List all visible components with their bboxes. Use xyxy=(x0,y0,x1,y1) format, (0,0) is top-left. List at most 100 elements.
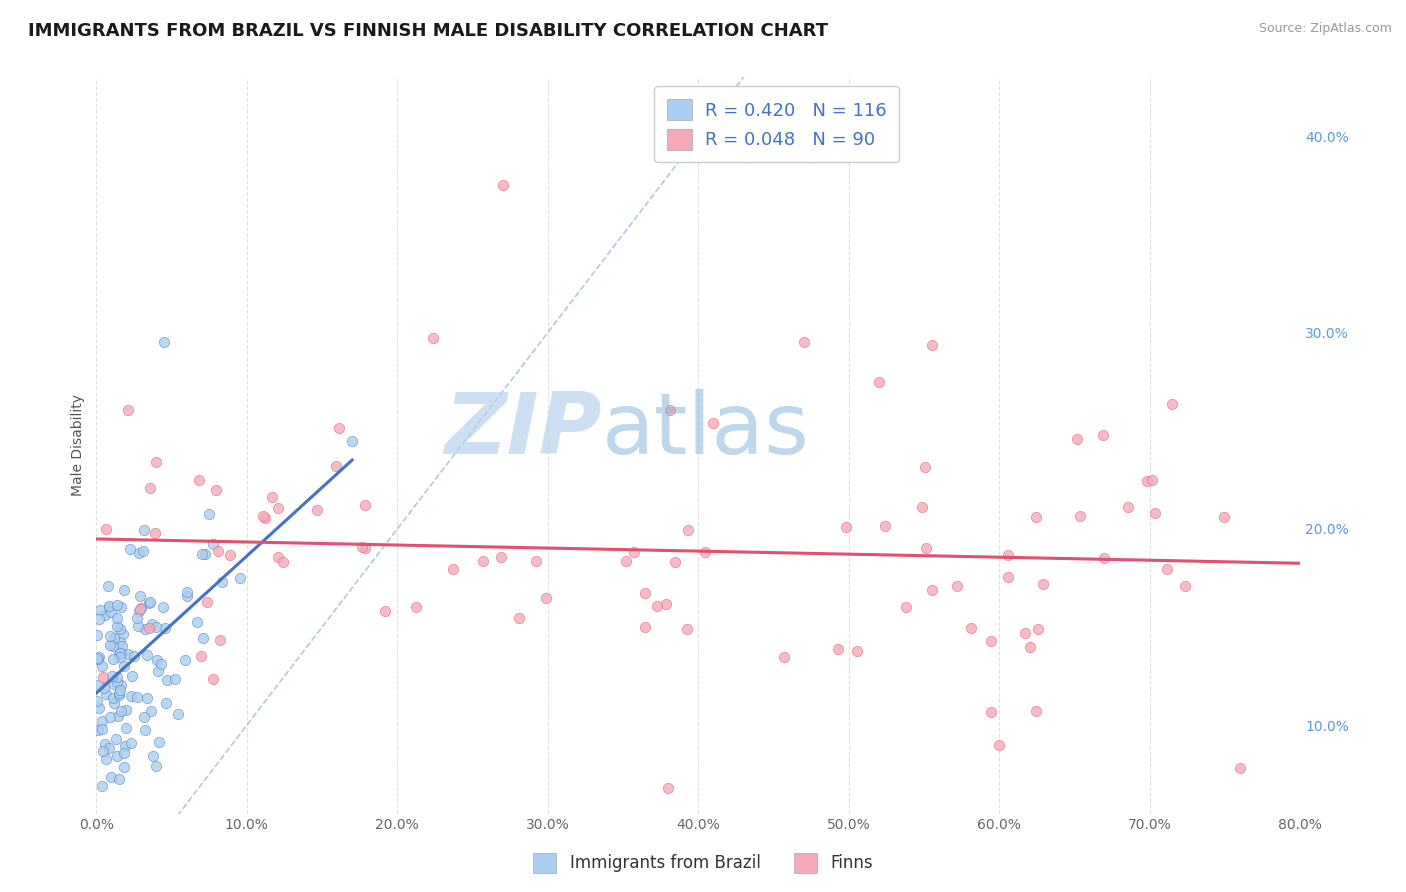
Point xyxy=(868,375,890,389)
Point xyxy=(921,583,943,598)
Point xyxy=(273,555,295,569)
Point xyxy=(143,526,166,541)
Point xyxy=(655,597,678,611)
Point xyxy=(115,703,138,717)
Point xyxy=(87,650,110,665)
Point xyxy=(105,748,128,763)
Point xyxy=(616,554,638,568)
Point xyxy=(195,595,218,609)
Point xyxy=(96,687,118,701)
Point xyxy=(103,676,125,690)
Point xyxy=(960,621,983,635)
Point xyxy=(1174,579,1197,593)
Point xyxy=(114,721,136,735)
Point xyxy=(90,714,112,729)
Point xyxy=(190,547,212,561)
Point xyxy=(1032,577,1054,591)
Text: ZIP: ZIP xyxy=(444,389,602,472)
Point xyxy=(1140,473,1163,487)
Point xyxy=(163,673,186,687)
Point xyxy=(105,619,128,633)
Point xyxy=(120,690,142,704)
Point xyxy=(100,605,122,619)
Point xyxy=(441,562,464,576)
Point xyxy=(647,599,669,613)
Point xyxy=(139,481,162,495)
Point xyxy=(134,723,156,737)
Point xyxy=(422,331,444,345)
Point xyxy=(136,691,159,706)
Point xyxy=(132,523,155,537)
Point xyxy=(127,618,149,632)
Point xyxy=(946,579,969,593)
Point xyxy=(207,543,229,558)
Point xyxy=(328,421,350,435)
Point xyxy=(112,746,135,760)
Point xyxy=(101,639,124,653)
Point xyxy=(96,522,118,536)
Point xyxy=(90,658,112,673)
Point xyxy=(340,434,363,448)
Point xyxy=(128,546,150,560)
Point xyxy=(702,416,724,430)
Point xyxy=(1018,640,1040,655)
Point xyxy=(112,582,135,597)
Point xyxy=(664,555,686,569)
Point xyxy=(508,611,530,625)
Point xyxy=(110,704,132,718)
Point xyxy=(108,689,131,703)
Point xyxy=(98,600,121,615)
Point xyxy=(148,735,170,749)
Point xyxy=(1144,506,1167,520)
Point xyxy=(325,459,347,474)
Point xyxy=(657,780,679,795)
Point xyxy=(773,649,796,664)
Point xyxy=(155,696,177,710)
Point xyxy=(146,664,169,678)
Point xyxy=(352,540,374,554)
Point xyxy=(176,584,198,599)
Point xyxy=(87,652,110,666)
Point xyxy=(98,710,121,724)
Point xyxy=(145,454,167,468)
Point xyxy=(914,460,936,475)
Point xyxy=(209,632,232,647)
Point xyxy=(103,690,125,705)
Point xyxy=(405,600,427,615)
Point xyxy=(267,550,290,565)
Point xyxy=(110,678,132,692)
Point xyxy=(111,627,134,641)
Point xyxy=(353,499,375,513)
Point xyxy=(153,621,176,635)
Point xyxy=(107,708,129,723)
Point xyxy=(141,704,163,718)
Point xyxy=(103,696,125,710)
Point xyxy=(138,596,160,610)
Point xyxy=(111,646,134,660)
Point xyxy=(112,760,135,774)
Point xyxy=(980,705,1002,719)
Point xyxy=(125,610,148,624)
Point xyxy=(125,690,148,704)
Point xyxy=(198,508,221,522)
Point xyxy=(193,631,215,645)
Point xyxy=(205,483,228,497)
Point xyxy=(103,631,125,645)
Point xyxy=(98,629,121,643)
Point xyxy=(153,335,176,350)
Point xyxy=(129,601,152,615)
Point xyxy=(623,545,645,559)
Point xyxy=(211,575,233,590)
Point xyxy=(1160,397,1182,411)
Point xyxy=(190,649,212,664)
Point xyxy=(846,644,869,658)
Point xyxy=(188,473,211,487)
Point xyxy=(112,659,135,673)
Point xyxy=(91,743,114,757)
Point xyxy=(94,607,117,622)
Point xyxy=(202,537,225,551)
Legend: Immigrants from Brazil, Finns: Immigrants from Brazil, Finns xyxy=(526,847,880,880)
Point xyxy=(94,737,117,751)
Point xyxy=(353,541,375,555)
Point xyxy=(1116,500,1139,514)
